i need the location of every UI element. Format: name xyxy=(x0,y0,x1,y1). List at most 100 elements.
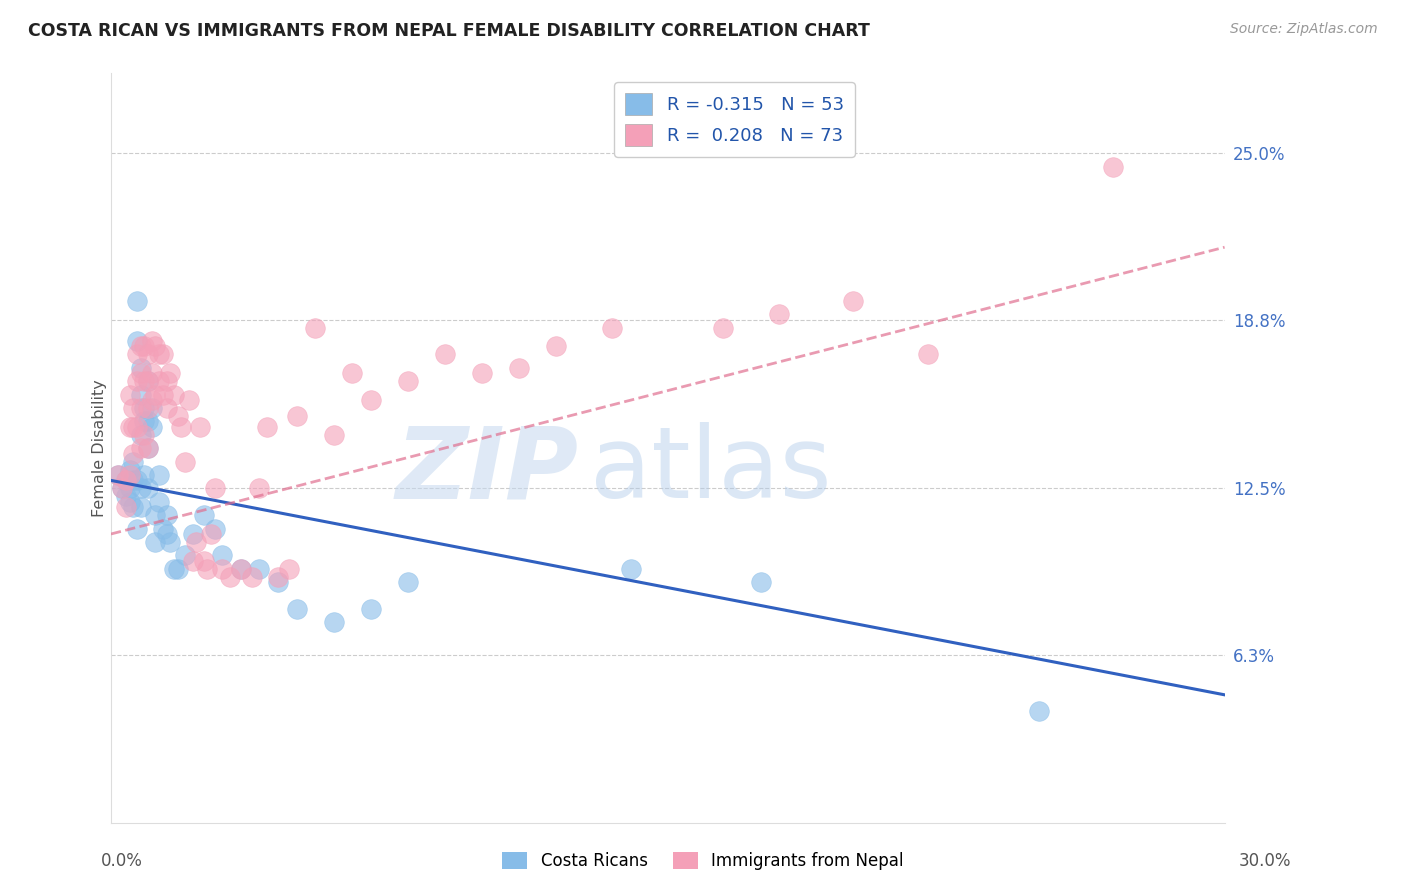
Point xyxy=(360,602,382,616)
Point xyxy=(163,562,186,576)
Point xyxy=(136,374,159,388)
Point xyxy=(188,419,211,434)
Point xyxy=(148,495,170,509)
Point xyxy=(118,468,141,483)
Point xyxy=(174,549,197,563)
Point xyxy=(125,522,148,536)
Point xyxy=(156,374,179,388)
Point xyxy=(152,387,174,401)
Point xyxy=(118,463,141,477)
Point xyxy=(107,468,129,483)
Point xyxy=(152,347,174,361)
Point xyxy=(434,347,457,361)
Point xyxy=(122,474,145,488)
Point xyxy=(229,562,252,576)
Point xyxy=(134,339,156,353)
Point xyxy=(768,307,790,321)
Point xyxy=(267,575,290,590)
Point xyxy=(122,455,145,469)
Point xyxy=(134,427,156,442)
Point xyxy=(136,374,159,388)
Point xyxy=(145,339,167,353)
Point xyxy=(122,447,145,461)
Point xyxy=(134,414,156,428)
Point xyxy=(134,374,156,388)
Point xyxy=(145,508,167,523)
Point xyxy=(111,482,134,496)
Point xyxy=(197,562,219,576)
Point xyxy=(181,554,204,568)
Point xyxy=(177,392,200,407)
Point xyxy=(285,409,308,423)
Point xyxy=(136,347,159,361)
Point xyxy=(181,527,204,541)
Point xyxy=(917,347,939,361)
Point xyxy=(396,575,419,590)
Point xyxy=(159,535,181,549)
Text: Source: ZipAtlas.com: Source: ZipAtlas.com xyxy=(1230,22,1378,37)
Point xyxy=(148,468,170,483)
Point xyxy=(174,455,197,469)
Point xyxy=(749,575,772,590)
Point xyxy=(118,482,141,496)
Point xyxy=(118,495,141,509)
Legend: Costa Ricans, Immigrants from Nepal: Costa Ricans, Immigrants from Nepal xyxy=(496,845,910,877)
Point xyxy=(322,427,344,442)
Point xyxy=(342,366,364,380)
Point xyxy=(129,401,152,415)
Point xyxy=(129,500,152,515)
Point xyxy=(129,387,152,401)
Point xyxy=(136,441,159,455)
Point xyxy=(136,482,159,496)
Point xyxy=(156,401,179,415)
Point xyxy=(148,374,170,388)
Point xyxy=(122,401,145,415)
Text: atlas: atlas xyxy=(589,422,831,519)
Point xyxy=(114,490,136,504)
Point xyxy=(304,320,326,334)
Point xyxy=(186,535,208,549)
Point xyxy=(148,347,170,361)
Point xyxy=(508,360,530,375)
Point xyxy=(285,602,308,616)
Point xyxy=(657,98,679,112)
Point xyxy=(249,482,271,496)
Point xyxy=(713,320,735,334)
Point xyxy=(229,562,252,576)
Point xyxy=(114,500,136,515)
Point xyxy=(471,366,494,380)
Point xyxy=(136,441,159,455)
Text: COSTA RICAN VS IMMIGRANTS FROM NEPAL FEMALE DISABILITY CORRELATION CHART: COSTA RICAN VS IMMIGRANTS FROM NEPAL FEM… xyxy=(28,22,870,40)
Point xyxy=(129,441,152,455)
Point xyxy=(122,419,145,434)
Point xyxy=(278,562,301,576)
Point xyxy=(600,320,623,334)
Y-axis label: Female Disability: Female Disability xyxy=(93,379,107,517)
Point xyxy=(129,360,152,375)
Point xyxy=(141,419,163,434)
Point xyxy=(166,409,188,423)
Point xyxy=(141,392,163,407)
Point xyxy=(204,482,226,496)
Point xyxy=(620,562,643,576)
Point xyxy=(546,339,568,353)
Point xyxy=(211,549,233,563)
Point xyxy=(134,468,156,483)
Text: 30.0%: 30.0% xyxy=(1239,852,1291,870)
Point xyxy=(1028,704,1050,718)
Point xyxy=(129,482,152,496)
Point xyxy=(141,401,163,415)
Point xyxy=(360,392,382,407)
Point xyxy=(842,293,865,308)
Point xyxy=(125,334,148,348)
Point xyxy=(118,419,141,434)
Point xyxy=(204,522,226,536)
Point xyxy=(125,474,148,488)
Point xyxy=(240,570,263,584)
Point xyxy=(136,414,159,428)
Legend: R = -0.315   N = 53, R =  0.208   N = 73: R = -0.315 N = 53, R = 0.208 N = 73 xyxy=(614,82,855,157)
Point xyxy=(125,347,148,361)
Point xyxy=(122,500,145,515)
Point xyxy=(193,508,215,523)
Point xyxy=(141,366,163,380)
